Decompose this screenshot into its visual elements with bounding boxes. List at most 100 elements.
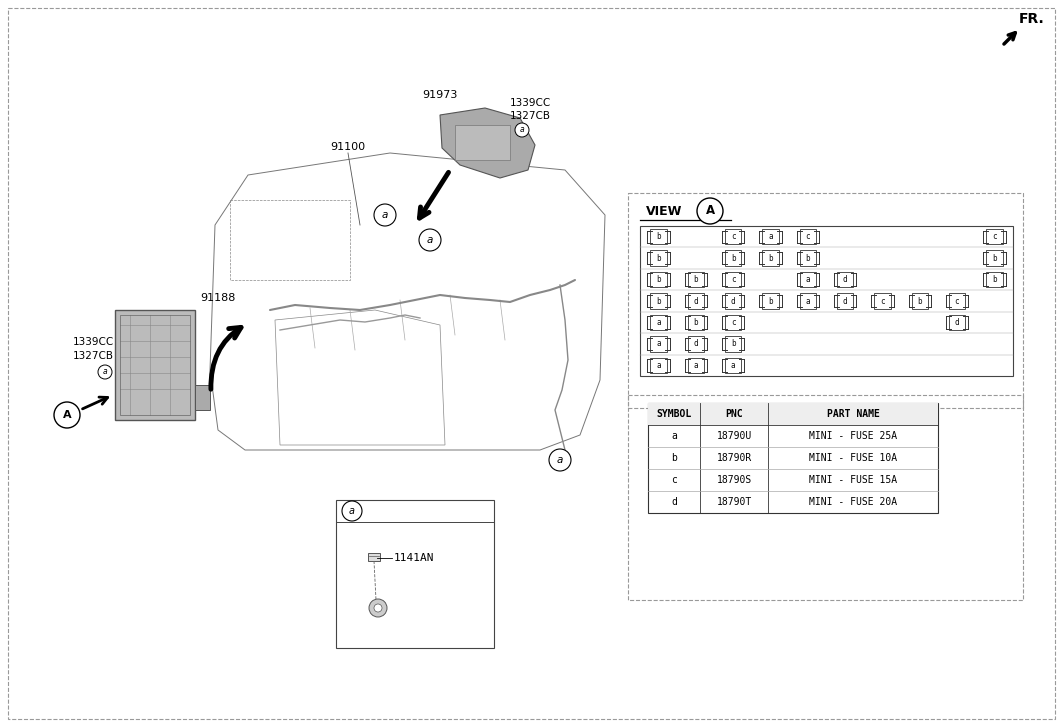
Text: c: c bbox=[806, 232, 810, 241]
Bar bbox=[837, 272, 854, 287]
Text: a: a bbox=[769, 232, 773, 241]
Text: 18790T: 18790T bbox=[716, 497, 752, 507]
Text: a: a bbox=[656, 318, 661, 327]
Text: MINI - FUSE 10A: MINI - FUSE 10A bbox=[809, 453, 897, 463]
Text: 1327CB: 1327CB bbox=[510, 111, 551, 121]
Text: b: b bbox=[656, 297, 661, 305]
Circle shape bbox=[374, 204, 396, 226]
Text: b: b bbox=[769, 297, 773, 305]
Text: c: c bbox=[955, 297, 960, 305]
Circle shape bbox=[419, 229, 441, 251]
Bar bbox=[837, 293, 854, 309]
Circle shape bbox=[342, 501, 362, 521]
Text: d: d bbox=[671, 497, 677, 507]
Text: b: b bbox=[769, 254, 773, 262]
Text: a: a bbox=[557, 455, 563, 465]
Text: 1141AN: 1141AN bbox=[394, 553, 435, 563]
Text: a: a bbox=[382, 210, 388, 220]
Text: PNC: PNC bbox=[725, 409, 743, 419]
Text: b: b bbox=[694, 318, 698, 327]
Text: c: c bbox=[731, 275, 736, 284]
Bar bbox=[949, 315, 965, 330]
Bar bbox=[651, 293, 667, 309]
Circle shape bbox=[54, 402, 80, 428]
Text: c: c bbox=[731, 232, 736, 241]
Bar bbox=[725, 229, 742, 244]
Bar bbox=[648, 403, 938, 425]
Text: d: d bbox=[843, 297, 847, 305]
Bar bbox=[725, 315, 742, 330]
Text: MINI - FUSE 15A: MINI - FUSE 15A bbox=[809, 475, 897, 485]
Bar bbox=[725, 336, 742, 352]
Bar bbox=[195, 385, 210, 410]
Bar bbox=[651, 272, 667, 287]
Bar bbox=[688, 336, 704, 352]
Circle shape bbox=[369, 599, 387, 617]
Text: b: b bbox=[671, 453, 677, 463]
Bar bbox=[986, 229, 1002, 244]
Bar bbox=[115, 310, 195, 420]
Bar bbox=[986, 250, 1002, 266]
Circle shape bbox=[374, 604, 382, 612]
Bar bbox=[799, 272, 816, 287]
Bar bbox=[651, 336, 667, 352]
Text: b: b bbox=[656, 232, 661, 241]
Text: b: b bbox=[656, 275, 661, 284]
Text: 18790S: 18790S bbox=[716, 475, 752, 485]
Bar bbox=[688, 315, 704, 330]
Text: 1339CC: 1339CC bbox=[510, 98, 552, 108]
Bar bbox=[725, 358, 742, 373]
Bar bbox=[799, 250, 816, 266]
Text: A: A bbox=[706, 204, 714, 217]
Polygon shape bbox=[440, 108, 535, 178]
Text: FR.: FR. bbox=[1019, 12, 1045, 26]
Text: 91188: 91188 bbox=[200, 293, 235, 303]
Bar bbox=[336, 500, 494, 648]
Text: d: d bbox=[731, 297, 736, 305]
Text: b: b bbox=[694, 275, 698, 284]
Text: b: b bbox=[917, 297, 922, 305]
Text: MINI - FUSE 25A: MINI - FUSE 25A bbox=[809, 431, 897, 441]
Text: b: b bbox=[806, 254, 810, 262]
Text: 18790R: 18790R bbox=[716, 453, 752, 463]
Circle shape bbox=[514, 123, 529, 137]
Bar bbox=[651, 358, 667, 373]
Bar bbox=[725, 272, 742, 287]
Text: b: b bbox=[731, 340, 736, 348]
Text: a: a bbox=[349, 506, 355, 516]
Bar bbox=[628, 193, 1023, 408]
Bar bbox=[949, 293, 965, 309]
Text: MINI - FUSE 20A: MINI - FUSE 20A bbox=[809, 497, 897, 507]
Text: 18790U: 18790U bbox=[716, 431, 752, 441]
Circle shape bbox=[697, 198, 723, 224]
Text: b: b bbox=[656, 254, 661, 262]
Bar bbox=[688, 358, 704, 373]
Bar bbox=[651, 229, 667, 244]
Text: d: d bbox=[694, 297, 698, 305]
Bar bbox=[799, 229, 816, 244]
Text: d: d bbox=[843, 275, 847, 284]
Bar bbox=[762, 293, 779, 309]
Bar bbox=[725, 250, 742, 266]
Text: c: c bbox=[992, 232, 997, 241]
Text: c: c bbox=[880, 297, 884, 305]
Text: b: b bbox=[731, 254, 736, 262]
Bar bbox=[230, 200, 350, 280]
Text: a: a bbox=[671, 431, 677, 441]
Bar bbox=[688, 272, 704, 287]
Text: d: d bbox=[694, 340, 698, 348]
Bar bbox=[455, 125, 510, 160]
Text: A: A bbox=[63, 410, 71, 420]
Text: a: a bbox=[427, 235, 434, 245]
Text: a: a bbox=[520, 126, 524, 134]
Text: a: a bbox=[656, 340, 661, 348]
Text: b: b bbox=[992, 275, 997, 284]
Bar bbox=[688, 293, 704, 309]
Bar bbox=[651, 250, 667, 266]
Bar bbox=[648, 403, 938, 513]
Text: a: a bbox=[806, 275, 810, 284]
Text: d: d bbox=[955, 318, 960, 327]
Bar bbox=[799, 293, 816, 309]
Bar bbox=[874, 293, 891, 309]
Text: a: a bbox=[103, 368, 107, 377]
